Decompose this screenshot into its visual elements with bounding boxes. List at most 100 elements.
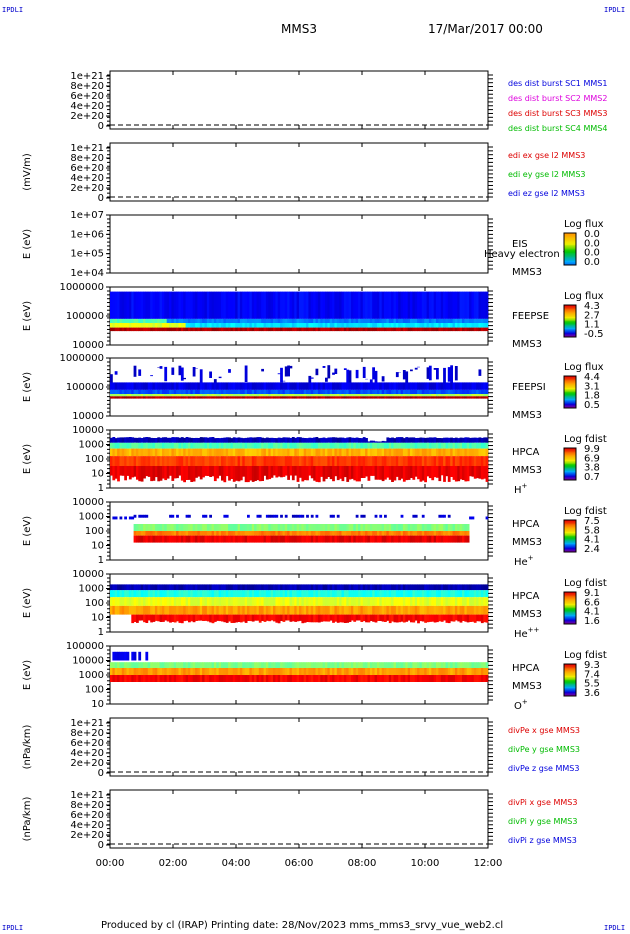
spectrogram-cell [140, 590, 144, 598]
spectrogram-cell [306, 396, 309, 399]
spectrogram-cell [334, 668, 338, 675]
spectrogram-cell [443, 456, 446, 466]
spectrogram-cell [346, 437, 350, 443]
spectrogram-cell [114, 466, 118, 479]
spectrogram-cell [140, 662, 144, 668]
spectrogram-cell [388, 442, 392, 449]
spectrogram-cell [336, 466, 340, 481]
spectrogram-cell [209, 394, 212, 397]
spectrogram-cell [237, 396, 241, 399]
spectrogram-cell [348, 662, 352, 668]
spectrogram-cell [367, 456, 371, 466]
spectrogram-cell [332, 323, 335, 328]
spectrogram-cell [379, 442, 383, 449]
spectrogram-cell [369, 535, 373, 543]
spectrogram-cell [417, 382, 420, 390]
spectrogram-cell [400, 382, 404, 390]
spectrogram-cell [117, 318, 120, 323]
spectrogram-cell [206, 291, 210, 319]
spectrogram-cell [395, 590, 399, 598]
spectrogram-cell [485, 396, 489, 399]
spectrogram-cell [244, 323, 248, 328]
colorbar-segment [564, 233, 576, 235]
spectrogram-cell [421, 584, 425, 591]
spectrogram-cell [176, 389, 179, 394]
spectrogram-cell [228, 382, 231, 390]
spectrogram-cell [296, 437, 300, 443]
spectrogram-cell [242, 590, 246, 598]
spectrogram-cell [261, 675, 264, 682]
spectrogram-cell [471, 442, 475, 449]
spectrogram-cell [358, 584, 361, 591]
spectrogram-cell [303, 442, 307, 449]
spectrogram-cell [261, 323, 264, 328]
spectrogram-cell [374, 668, 378, 675]
spectrogram-cell [154, 291, 158, 319]
spacecraft-name: MMS3 [512, 609, 542, 620]
spectrogram-cell [173, 524, 177, 531]
colorbar-segment [564, 545, 576, 548]
spectrogram-cell [218, 531, 222, 536]
spectrogram-cell [251, 597, 255, 606]
spectrogram-cell [225, 531, 229, 536]
spectrogram-cell [133, 531, 137, 536]
spectrogram-cell [176, 675, 179, 682]
spectrogram-cell [185, 318, 189, 323]
spectrogram-cell [400, 675, 404, 682]
spectrogram-cell [291, 437, 295, 443]
y-tick-label: 10 [91, 613, 104, 624]
spectrogram-cell [438, 438, 442, 443]
spectrogram-cell [277, 437, 281, 443]
spectrogram-cell [476, 614, 479, 622]
spectrogram-cell [244, 394, 248, 397]
spectrogram-cell [126, 584, 130, 591]
spectrogram-cell [294, 584, 298, 591]
spectrogram-cell [485, 291, 489, 319]
spectrogram-cell [169, 382, 172, 390]
spectrogram-cell [466, 327, 470, 332]
spectrogram-cell [424, 323, 427, 328]
colorbar-segment [564, 610, 576, 613]
spectrogram-cell [284, 389, 288, 394]
spectrogram-cell [320, 437, 324, 443]
spectrogram-cell [258, 389, 262, 394]
spectrogram-cell [384, 456, 387, 466]
spectrogram-cell [126, 442, 130, 449]
spectrogram-cell [291, 396, 295, 399]
spectrogram-cell [329, 291, 333, 319]
spectrogram-cell [410, 318, 413, 323]
spectrogram-cell [112, 396, 116, 399]
spectrogram-cell [445, 675, 449, 682]
spectrogram-cell [362, 668, 366, 675]
spectrogram-cell [445, 531, 449, 536]
spectrogram-cell [454, 584, 458, 591]
spectrogram-cell [386, 605, 390, 615]
spectrogram-cell [221, 675, 224, 682]
spectrogram-cell [426, 675, 430, 682]
spectrogram-cell [291, 394, 295, 397]
spectrogram-cell [265, 442, 269, 449]
spectrogram-cell [457, 327, 461, 332]
spectrogram-cell [313, 389, 316, 394]
spectrogram-cell [282, 382, 286, 390]
spectrogram-cell [478, 437, 482, 443]
spectrogram-cell [478, 394, 482, 397]
spectrogram-cell [258, 323, 262, 328]
spectrogram-cell [261, 389, 264, 394]
spectrogram-cell [169, 675, 172, 682]
spectrogram-cell [121, 318, 125, 323]
spectrogram-cell [206, 327, 210, 332]
spectrogram-cell [310, 668, 314, 675]
spectrogram-cell [443, 318, 446, 323]
spectrogram-cell [237, 466, 241, 482]
spectrogram-cell [209, 382, 212, 390]
spectrogram-cell [195, 382, 198, 390]
colorbar-segment [564, 538, 576, 541]
spectrogram-cell [315, 442, 319, 449]
spectrogram-cell [355, 437, 359, 443]
spectrogram-cell [332, 535, 335, 543]
spectrogram-cell [386, 668, 390, 675]
spectrogram-cell [412, 394, 416, 397]
